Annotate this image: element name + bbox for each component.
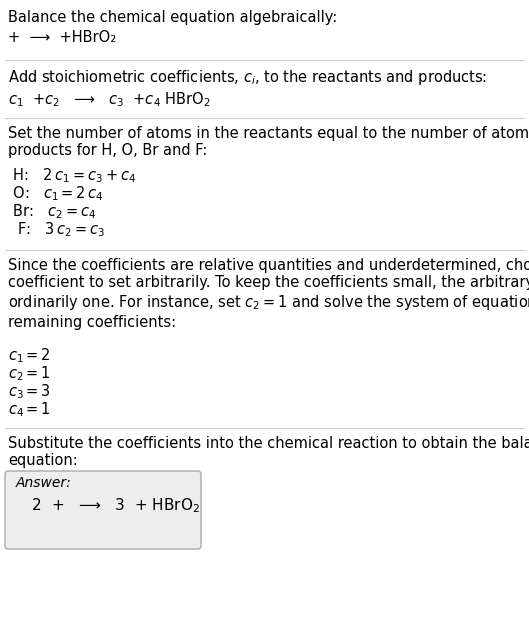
Text: Add stoichiometric coefficients, $c_i$, to the reactants and products:: Add stoichiometric coefficients, $c_i$, … (8, 68, 487, 87)
Text: +  ⟶  +HBrO₂: + ⟶ +HBrO₂ (8, 30, 116, 45)
Text: Br:   $c_2 = c_4$: Br: $c_2 = c_4$ (8, 202, 96, 221)
FancyBboxPatch shape (5, 471, 201, 549)
Text: Balance the chemical equation algebraically:: Balance the chemical equation algebraica… (8, 10, 338, 25)
Text: $c_3 = 3$: $c_3 = 3$ (8, 382, 51, 401)
Text: H:   $2\,c_1 = c_3 + c_4$: H: $2\,c_1 = c_3 + c_4$ (8, 166, 136, 184)
Text: O:   $c_1 = 2\,c_4$: O: $c_1 = 2\,c_4$ (8, 184, 104, 202)
Text: Answer:: Answer: (16, 476, 72, 490)
Text: Set the number of atoms in the reactants equal to the number of atoms in the
pro: Set the number of atoms in the reactants… (8, 126, 529, 158)
Text: $c_4 = 1$: $c_4 = 1$ (8, 400, 51, 419)
Text: $c_2 = 1$: $c_2 = 1$ (8, 364, 51, 383)
Text: Since the coefficients are relative quantities and underdetermined, choose a
coe: Since the coefficients are relative quan… (8, 258, 529, 330)
Text: $c_1 = 2$: $c_1 = 2$ (8, 346, 51, 364)
Text: $c_1$  +$c_2$   ⟶   $c_3$  +$c_4$ HBrO$_2$: $c_1$ +$c_2$ ⟶ $c_3$ +$c_4$ HBrO$_2$ (8, 90, 211, 108)
Text: Substitute the coefficients into the chemical reaction to obtain the balanced
eq: Substitute the coefficients into the che… (8, 436, 529, 468)
Text: F:   $3\,c_2 = c_3$: F: $3\,c_2 = c_3$ (8, 220, 105, 239)
Text: $2$  +   ⟶   $3$  + HBrO$_2$: $2$ + ⟶ $3$ + HBrO$_2$ (22, 496, 200, 515)
